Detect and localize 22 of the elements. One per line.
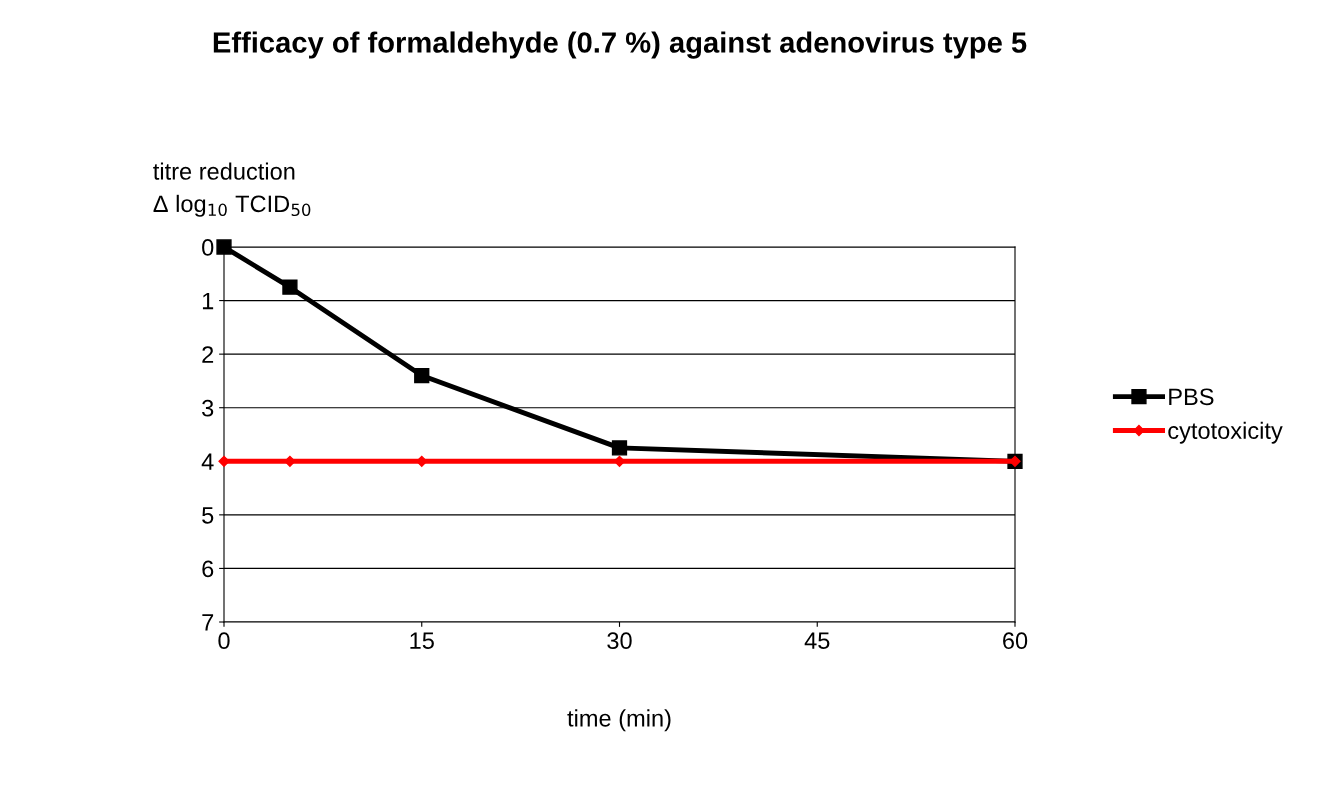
x-tick-label: 60 xyxy=(1003,632,1028,650)
point xyxy=(216,239,232,255)
y-tick-label: 4 xyxy=(201,453,214,470)
point xyxy=(282,279,298,295)
y-axis-title: titre reduction Δ log$_{10}$ TCID$_{50}$ xyxy=(153,162,311,217)
x-tick-label: 30 xyxy=(607,632,632,650)
x-axis-title: time (min) xyxy=(567,709,671,732)
chart-title: Efficacy of formaldehyde (0.7 %) against adenovirus type 5 xyxy=(213,31,1027,59)
x-tick-label: 45 xyxy=(804,632,830,650)
y-tick-label: 6 xyxy=(202,560,214,578)
y-tick-label: 3 xyxy=(202,399,214,417)
y-tick-label: 0 xyxy=(202,239,214,256)
y-tick-label: 5 xyxy=(202,507,214,524)
legend-label: PBS xyxy=(1169,388,1214,406)
x-tick-label: 0 xyxy=(218,632,230,650)
legend-label: cytotoxicity xyxy=(1168,421,1283,444)
x-tick-label: 15 xyxy=(410,632,434,650)
y-tick-label: 7 xyxy=(202,614,214,631)
point xyxy=(414,367,430,384)
y-tick-label: 2 xyxy=(202,346,214,363)
point xyxy=(611,440,628,456)
y-tick-label: 1 xyxy=(202,292,214,310)
